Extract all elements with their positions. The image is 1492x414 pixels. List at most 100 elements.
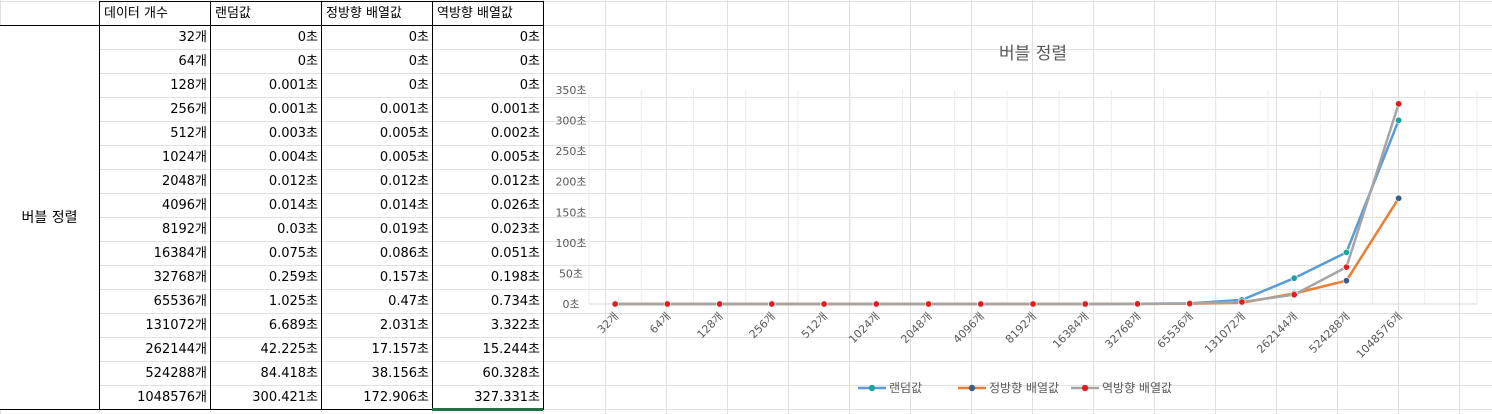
- data-point: [1290, 291, 1298, 299]
- gridline-v: [1459, 0, 1460, 414]
- group-label-cell[interactable]: 버블 정렬: [0, 25, 99, 409]
- x-axis: 32개 64개 128개 256개 512개 1024개 2048개 4096개 8192개 16…: [595, 310, 1405, 361]
- header-cell[interactable]: 랜덤값: [215, 6, 251, 21]
- gridline-v: [788, 0, 789, 414]
- time-cell[interactable]: 0.003초: [268, 126, 318, 141]
- border-v: [99, 1, 100, 410]
- time-cell[interactable]: 0.086초: [379, 246, 429, 261]
- time-cell[interactable]: 0.005초: [490, 150, 540, 165]
- time-cell[interactable]: 0.012초: [490, 174, 540, 189]
- time-cell[interactable]: 15.244초: [482, 342, 540, 357]
- time-cell[interactable]: 0.005초: [379, 126, 429, 141]
- count-cell[interactable]: 512개: [170, 126, 207, 141]
- legend[interactable]: 랜덤값 정방향 배열값 역방향 배열값: [858, 381, 1172, 395]
- data-point: [1290, 274, 1298, 282]
- count-cell[interactable]: 1048576개: [137, 390, 207, 405]
- time-cell[interactable]: 0초: [297, 30, 318, 45]
- time-cell[interactable]: 0.012초: [379, 174, 429, 189]
- count-cell[interactable]: 131072개: [145, 318, 207, 333]
- count-cell[interactable]: 8192개: [161, 222, 207, 237]
- time-cell[interactable]: 0.001초: [268, 78, 318, 93]
- count-cell[interactable]: 128개: [170, 78, 207, 93]
- time-cell[interactable]: 0.004초: [268, 150, 318, 165]
- gridline-v: [666, 0, 667, 414]
- gridline-h: [0, 409, 1492, 410]
- time-cell[interactable]: 60.328초: [482, 366, 540, 381]
- time-cell[interactable]: 0.03초: [277, 222, 318, 237]
- data-point: [1342, 277, 1350, 285]
- y-tick-label: 200초: [555, 176, 586, 189]
- time-cell[interactable]: 0.014초: [268, 198, 318, 213]
- time-cell[interactable]: 0.002초: [490, 126, 540, 141]
- time-cell[interactable]: 3.322초: [490, 318, 540, 333]
- time-cell[interactable]: 0초: [408, 54, 429, 69]
- count-cell[interactable]: 32768개: [153, 270, 207, 285]
- count-cell[interactable]: 1024개: [161, 150, 207, 165]
- count-cell[interactable]: 2048개: [161, 174, 207, 189]
- time-cell[interactable]: 0.001초: [490, 102, 540, 117]
- time-cell[interactable]: 0.734초: [490, 294, 540, 309]
- time-cell[interactable]: 6.689초: [268, 318, 318, 333]
- time-cell[interactable]: 0.259초: [268, 270, 318, 285]
- time-cell[interactable]: 0.001초: [379, 102, 429, 117]
- time-cell[interactable]: 0초: [297, 54, 318, 69]
- count-cell[interactable]: 16384개: [153, 246, 207, 261]
- time-cell[interactable]: 0.001초: [268, 102, 318, 117]
- group-label: 버블 정렬: [21, 210, 78, 226]
- y-tick-label: 50초: [559, 267, 583, 280]
- header-cell[interactable]: 역방향 배열값: [437, 6, 513, 21]
- count-cell[interactable]: 256개: [170, 102, 207, 117]
- time-cell[interactable]: 0.012초: [268, 174, 318, 189]
- header-cell[interactable]: 데이터 개수: [104, 6, 168, 21]
- gridline-h: [0, 1, 1492, 2]
- time-cell[interactable]: 0.014초: [379, 198, 429, 213]
- time-cell[interactable]: 0초: [519, 30, 540, 45]
- time-cell[interactable]: 172.906초: [363, 390, 429, 405]
- time-cell[interactable]: 0.005초: [379, 150, 429, 165]
- data-point: [716, 300, 724, 308]
- count-cell[interactable]: 4096개: [161, 198, 207, 213]
- time-cell[interactable]: 17.157초: [371, 342, 429, 357]
- data-point: [1342, 263, 1350, 271]
- time-cell[interactable]: 0.051초: [490, 246, 540, 261]
- time-cell[interactable]: 0.47초: [388, 294, 429, 309]
- header-cell[interactable]: 정방향 배열값: [326, 6, 402, 21]
- time-cell[interactable]: 2.031초: [379, 318, 429, 333]
- count-cell[interactable]: 65536개: [153, 294, 207, 309]
- time-cell[interactable]: 300.421초: [252, 390, 318, 405]
- count-cell[interactable]: 262144개: [145, 342, 207, 357]
- time-cell[interactable]: 0초: [408, 30, 429, 45]
- y-tick-label: 300초: [555, 115, 586, 128]
- time-cell[interactable]: 0.198초: [490, 270, 540, 285]
- time-cell[interactable]: 42.225초: [260, 342, 318, 357]
- chart-gridlines: [588, 90, 1478, 305]
- time-cell[interactable]: 1.025초: [268, 294, 318, 309]
- time-cell[interactable]: 84.418초: [260, 366, 318, 381]
- x-tick-label: 4096개: [951, 310, 987, 346]
- x-tick-label: 256개: [747, 310, 778, 341]
- data-point: [1081, 300, 1089, 308]
- time-cell[interactable]: 0.023초: [490, 222, 540, 237]
- time-cell[interactable]: 0초: [519, 54, 540, 69]
- time-cell[interactable]: 0.019초: [379, 222, 429, 237]
- gridline-v: [1032, 0, 1033, 414]
- gridline-v: [1276, 0, 1277, 414]
- data-point: [977, 300, 985, 308]
- gridline-h: [0, 361, 1492, 362]
- y-tick-label: 100초: [555, 237, 586, 250]
- count-cell[interactable]: 32개: [178, 30, 207, 45]
- x-tick-label: 128개: [695, 310, 726, 341]
- time-cell[interactable]: 0.075초: [268, 246, 318, 261]
- x-tick-label: 32개: [595, 310, 621, 336]
- time-cell[interactable]: 38.156초: [371, 366, 429, 381]
- count-cell[interactable]: 64개: [178, 54, 207, 69]
- time-cell[interactable]: 0.157초: [379, 270, 429, 285]
- time-cell[interactable]: 327.331초: [474, 390, 540, 405]
- time-cell[interactable]: 0초: [519, 78, 540, 93]
- time-cell[interactable]: 0.026초: [490, 198, 540, 213]
- count-cell[interactable]: 524288개: [145, 366, 207, 381]
- gridline-v: [910, 0, 911, 414]
- time-cell[interactable]: 0초: [408, 78, 429, 93]
- bubble-sort-chart[interactable]: 버블 정렬 0초 50초 100초 150초 200초 250초 300초 350초 32개 6…: [545, 25, 1490, 410]
- data-point: [1342, 248, 1350, 256]
